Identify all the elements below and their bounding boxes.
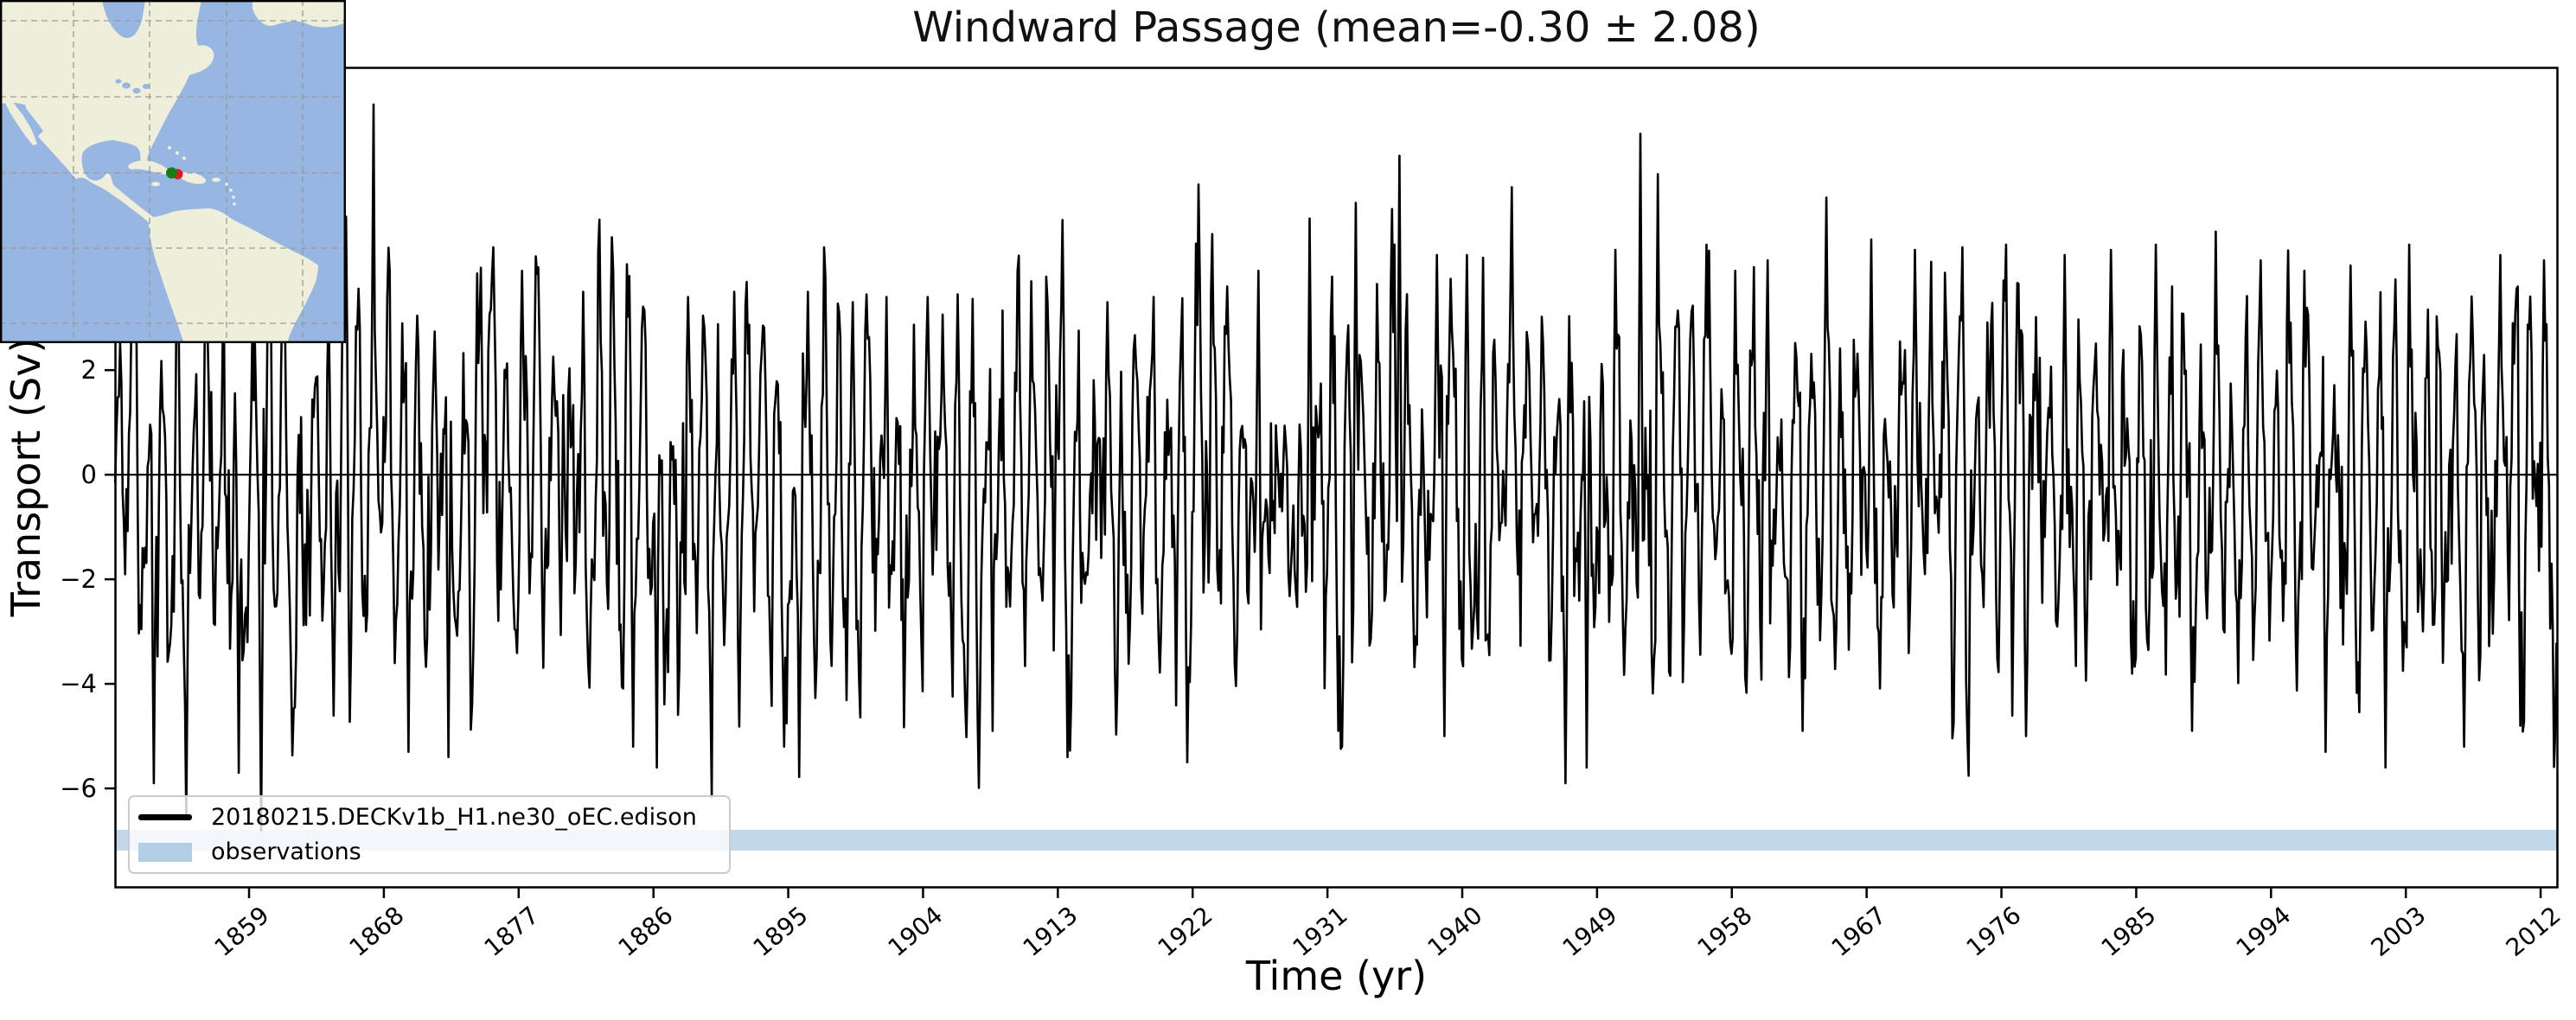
y-tick-label: 0	[80, 460, 97, 490]
legend-item-observations: observations	[138, 835, 729, 870]
map-island-antilles	[225, 182, 228, 186]
x-axis-label: Time (yr)	[1245, 953, 1428, 999]
map-great-lake	[143, 84, 150, 89]
map-marker-green	[166, 167, 177, 179]
map-island-jamaica	[151, 182, 160, 187]
map-island-hispaniola	[178, 172, 207, 184]
map-island-puerto-rico	[212, 177, 221, 182]
legend-line-swatch	[138, 813, 192, 820]
map-island-bahamas	[176, 151, 179, 155]
map-great-lake	[132, 87, 141, 94]
legend: 20180215.DECKv1b_H1.ne30_oEC.edison obse…	[128, 795, 731, 874]
map-gridlines	[0, 0, 346, 343]
chart-title: Windward Passage (mean=-0.30 ± 2.08)	[912, 3, 1761, 52]
map-border	[0, 0, 346, 343]
map-baja-california	[5, 97, 37, 145]
map-landmass-americas	[0, 0, 318, 343]
y-tick-label: −2	[60, 564, 97, 595]
transport-series-line	[113, 103, 2558, 832]
map-island-antilles	[233, 202, 236, 206]
inset-map	[0, 0, 346, 343]
y-tick-label: −6	[60, 774, 97, 804]
legend-patch-swatch	[138, 842, 192, 862]
map-island-antilles	[232, 195, 235, 199]
y-tick-label: −4	[60, 669, 97, 699]
map-island-antilles	[229, 188, 233, 192]
legend-label-model: 20180215.DECKv1b_H1.ne30_oEC.edison	[211, 803, 697, 831]
map-island-bahamas	[168, 146, 171, 150]
map-island-bahamas	[182, 156, 186, 160]
legend-label-observations: observations	[211, 838, 361, 866]
legend-item-model: 20180215.DECKv1b_H1.ne30_oEC.edison	[138, 800, 729, 834]
map-great-lake	[122, 82, 131, 89]
plot-border	[114, 67, 2559, 889]
map-great-lake	[115, 79, 122, 84]
y-tick-label: 2	[80, 355, 97, 386]
